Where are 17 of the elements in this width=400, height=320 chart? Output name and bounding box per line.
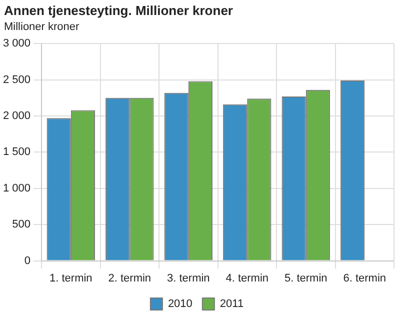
chart-title: Annen tjenesteyting. Millioner kroner [4, 3, 233, 18]
y-tick-label: 1 000 [2, 182, 31, 194]
x-tick-label: 5. termin [284, 272, 328, 284]
x-tick-label: 2. termin [108, 272, 152, 284]
y-tick-label: 3 000 [2, 38, 31, 50]
y-tick-label: 0 [24, 254, 31, 267]
y-tick-label: 1 500 [2, 146, 31, 158]
legend-label: 2011 [220, 298, 244, 310]
x-tick-label: 3. termin [166, 272, 210, 284]
y-tick-label: 2 500 [2, 74, 31, 86]
y-tick-label: 500 [12, 218, 31, 231]
x-tick-label: 4. termin [226, 272, 269, 284]
x-tick-label: 1. termin [50, 272, 92, 284]
y-axis-title: Millioner kroner [4, 21, 80, 33]
y-tick-label: 2 000 [2, 110, 31, 122]
legend-label: 2010 [168, 298, 192, 310]
x-tick-label: 6. termin [343, 272, 386, 284]
